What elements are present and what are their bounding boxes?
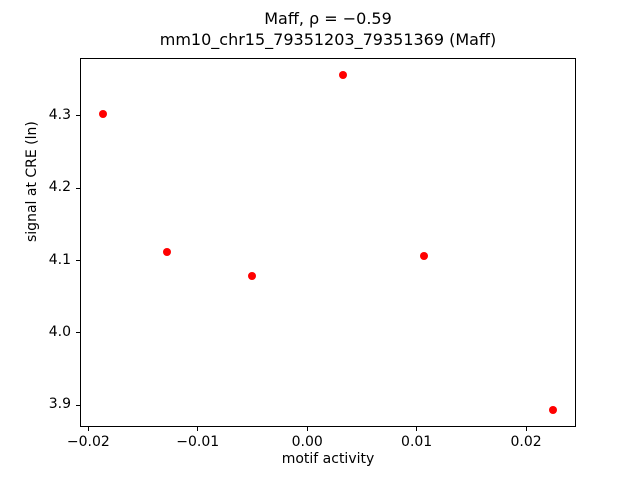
x-axis-label: motif activity — [281, 451, 375, 467]
x-tick-label: −0.01 — [176, 434, 220, 450]
y-tick-label: 4.3 — [48, 106, 71, 123]
x-tick-label: 0.02 — [510, 434, 542, 450]
x-tick-label: 0.01 — [401, 434, 433, 450]
x-tick-mark — [197, 427, 199, 431]
chart-title-line2: mm10_chr15_79351203_79351369 (Maff) — [159, 30, 497, 49]
y-tick-label: 3.9 — [48, 396, 71, 413]
plot-area — [80, 58, 576, 427]
chart-title-line1: Maff, ρ = −0.59 — [264, 9, 392, 28]
y-tick-mark — [76, 115, 80, 117]
y-tick-mark — [76, 187, 80, 189]
x-tick-mark — [416, 427, 418, 431]
x-tick-mark — [87, 427, 89, 431]
data-point — [163, 247, 172, 256]
data-point — [339, 70, 348, 79]
data-point — [420, 251, 429, 260]
y-tick-mark — [76, 332, 80, 334]
y-tick-label: 4.1 — [48, 251, 71, 268]
y-tick-mark — [76, 404, 80, 406]
y-tick-label: 4.2 — [48, 179, 71, 196]
chart-title: Maff, ρ = −0.59 mm10_chr15_79351203_7935… — [80, 8, 576, 50]
x-tick-mark — [525, 427, 527, 431]
data-point — [549, 406, 558, 415]
y-tick-mark — [76, 260, 80, 262]
x-tick-label: 0.00 — [291, 434, 323, 450]
y-tick-label: 4.0 — [48, 323, 71, 340]
data-point — [98, 109, 107, 118]
x-tick-mark — [306, 427, 308, 431]
x-tick-label: −0.02 — [66, 434, 110, 450]
data-point — [248, 271, 257, 280]
